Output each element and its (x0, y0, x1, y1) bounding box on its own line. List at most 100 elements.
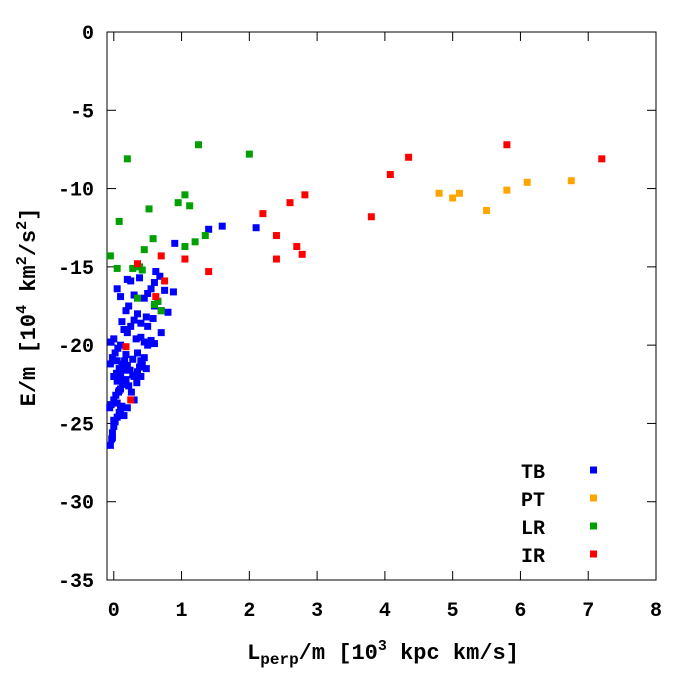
data-point-tb (120, 366, 128, 374)
data-point-tb (152, 268, 160, 276)
data-point-tb (123, 404, 131, 412)
legend-label: IR (521, 546, 545, 569)
data-point-tb (134, 310, 141, 318)
data-point-tb (133, 379, 141, 387)
data-point-lr (113, 264, 121, 272)
data-point-tb (121, 357, 129, 365)
data-point-tb (125, 302, 133, 310)
legend-item-tb: TB (521, 462, 597, 485)
data-point-pt (567, 177, 575, 185)
x-tick-label: 8 (650, 600, 662, 623)
data-point-pt (449, 194, 457, 202)
data-point-tb (130, 316, 138, 324)
data-point-tb (140, 294, 148, 302)
data-point-pt (483, 206, 491, 214)
data-point-tb (161, 286, 169, 294)
data-point-tb (142, 365, 150, 373)
y-tick-label: 0 (82, 23, 94, 46)
y-tick-label: -25 (58, 414, 94, 437)
data-point-tb (134, 368, 141, 376)
x-axis-title-sup: 3 (378, 638, 387, 655)
data-point-lr (157, 307, 165, 315)
data-point-lr (191, 238, 199, 246)
data-point-ir (286, 199, 294, 207)
y-tick-label: -20 (58, 336, 94, 359)
x-tick-label: 2 (243, 600, 255, 623)
legend: TB PT LR IR (521, 462, 597, 569)
data-point-pt (503, 186, 511, 194)
y-tick-label: -30 (58, 493, 94, 516)
data-point-lr (201, 232, 209, 240)
data-point-tb (164, 308, 172, 316)
data-point-tb (120, 412, 128, 420)
data-point-tb (136, 274, 144, 282)
y-axis-title-tail: ] (17, 208, 42, 221)
data-point-lr (145, 205, 153, 213)
data-point-tb (137, 333, 145, 341)
legend-label: LR (521, 518, 545, 541)
series-tb (106, 222, 260, 449)
legend-item-ir: IR (521, 546, 597, 569)
data-point-tb (252, 224, 260, 232)
data-point-tb (126, 366, 134, 374)
series-lr (106, 141, 253, 315)
data-point-tb (113, 399, 121, 407)
data-point-tb (127, 388, 135, 396)
legend-item-pt: PT (521, 490, 597, 513)
data-point-lr (140, 246, 148, 254)
data-point-tb (157, 329, 165, 337)
data-point-tb (110, 335, 118, 343)
data-point-ir (598, 155, 606, 163)
data-point-ir (367, 213, 375, 221)
x-tick-label: 3 (311, 600, 323, 623)
data-point-tb (111, 349, 119, 357)
data-point-pt (435, 189, 443, 197)
data-point-lr (129, 264, 137, 272)
data-point-tb (205, 225, 213, 233)
data-point-tb (117, 341, 125, 349)
data-point-tb (106, 360, 114, 368)
data-point-tb (144, 322, 152, 330)
x-tick-label: 7 (582, 600, 594, 623)
data-point-tb (127, 322, 135, 330)
data-point-tb (110, 423, 118, 431)
y-axis-title-sup3: 2 (14, 221, 31, 230)
data-point-tb (171, 239, 179, 247)
data-point-tb (108, 354, 116, 362)
x-tick-label: 5 (447, 600, 459, 623)
data-point-tb (129, 355, 137, 363)
data-point-tb (117, 372, 125, 380)
series-pt (435, 177, 575, 214)
data-point-tb (137, 319, 145, 327)
data-point-tb (118, 318, 126, 326)
data-point-tb (150, 279, 158, 287)
data-point-ir (127, 396, 135, 404)
data-point-ir (272, 255, 280, 263)
data-point-tb (115, 387, 123, 395)
data-point-tb (149, 315, 157, 323)
y-axis-title-mid: km (17, 265, 42, 305)
data-point-lr (174, 199, 182, 207)
data-point-ir (181, 255, 189, 263)
data-point-tb (218, 222, 226, 230)
data-point-tb (107, 401, 115, 409)
data-point-lr (138, 266, 146, 274)
y-axis-title-mid2: /s (17, 230, 42, 256)
data-point-pt (455, 189, 463, 197)
data-point-tb (123, 361, 131, 369)
data-point-ir (205, 268, 213, 276)
y-tick-label: -15 (58, 258, 94, 281)
x-tick-label: 4 (379, 600, 391, 623)
data-point-ir (503, 141, 511, 149)
data-point-ir (157, 252, 165, 260)
x-tick-label: 6 (514, 600, 526, 623)
data-point-tb (108, 429, 116, 437)
x-axis-title-rest: /m [10 (299, 641, 378, 666)
data-point-tb (147, 285, 155, 293)
y-axis-title: E/m [104 km2/s2] (14, 208, 42, 407)
data-point-tb (117, 293, 125, 301)
data-point-tb (113, 285, 121, 293)
y-axis-title-sup1: 4 (14, 305, 31, 314)
